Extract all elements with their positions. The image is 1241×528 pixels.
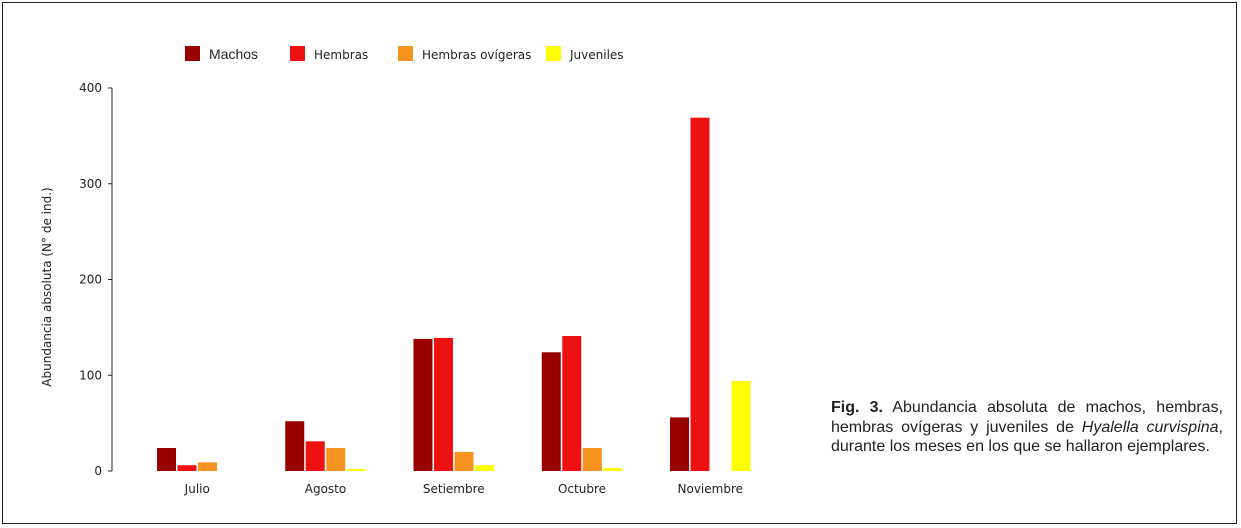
bar-machos-noviembre: [670, 417, 689, 471]
y-tick-label: 200: [79, 273, 102, 287]
bar-hembras-octubre: [562, 335, 582, 471]
y-tick-label: 100: [79, 368, 102, 382]
legend-swatch-hembras: [290, 46, 305, 61]
bar-machos-octubre: [541, 352, 561, 471]
y-tick-label: 0: [94, 464, 102, 478]
legend-label-machos: Machos: [209, 46, 258, 62]
x-axis: Julio Agosto Setiembre Octubre Noviembre: [184, 482, 743, 496]
y-axis: 0 100 200 300 400: [79, 81, 113, 478]
chart-legend: Machos Hembras Hembras ovígeras Juveniles: [185, 46, 624, 62]
bar-machos-agosto: [285, 421, 305, 471]
bar-hembras-ovigeras-julio: [198, 462, 217, 471]
legend-label-hembras-ovigeras: Hembras ovígeras: [422, 48, 531, 62]
caption-text-after: , durante los meses en los que se hallar…: [831, 418, 1223, 456]
legend-label-hembras: Hembras: [314, 48, 368, 62]
bars-group: [157, 117, 751, 472]
caption-species-name: Hyalella curvispina: [1081, 418, 1219, 436]
bar-juveniles-setiembre: [475, 465, 494, 471]
x-tick-label-julio: Julio: [184, 482, 210, 496]
bar-hembras-ovigeras-agosto: [326, 448, 346, 471]
bar-hembras-ovigeras-octubre: [582, 448, 602, 471]
y-axis-title: Abundancia absoluta (N° de ind.): [40, 187, 54, 386]
bar-machos-setiembre: [413, 338, 433, 471]
bar-hembras-ovigeras-setiembre: [454, 451, 474, 471]
bar-juveniles-noviembre: [731, 380, 751, 471]
legend-swatch-machos: [185, 46, 200, 61]
x-tick-label-noviembre: Noviembre: [678, 482, 744, 496]
caption-figure-label: Fig. 3.: [831, 399, 883, 416]
bar-juveniles-octubre: [603, 468, 623, 471]
x-tick-label-agosto: Agosto: [305, 482, 346, 496]
y-tick-label: 300: [79, 177, 102, 191]
y-tick-label: 400: [79, 81, 102, 95]
bar-hembras-julio: [177, 465, 197, 471]
bar-hembras-agosto: [305, 441, 325, 471]
caption-text-before: Abundancia absoluta de machos, hembras, …: [831, 399, 1223, 436]
bar-machos-julio: [157, 448, 176, 471]
bar-hembras-noviembre: [690, 117, 710, 472]
legend-label-juveniles: Juveniles: [569, 48, 624, 62]
bar-juveniles-agosto: [346, 469, 366, 471]
x-tick-label-setiembre: Setiembre: [423, 482, 485, 496]
legend-swatch-juveniles: [546, 46, 561, 61]
x-tick-label-octubre: Octubre: [558, 482, 606, 496]
bar-hembras-setiembre: [434, 337, 453, 471]
figure-caption: Fig. 3. Abundancia absoluta de machos, h…: [831, 398, 1223, 457]
legend-swatch-hembras-ovigeras: [398, 46, 413, 61]
